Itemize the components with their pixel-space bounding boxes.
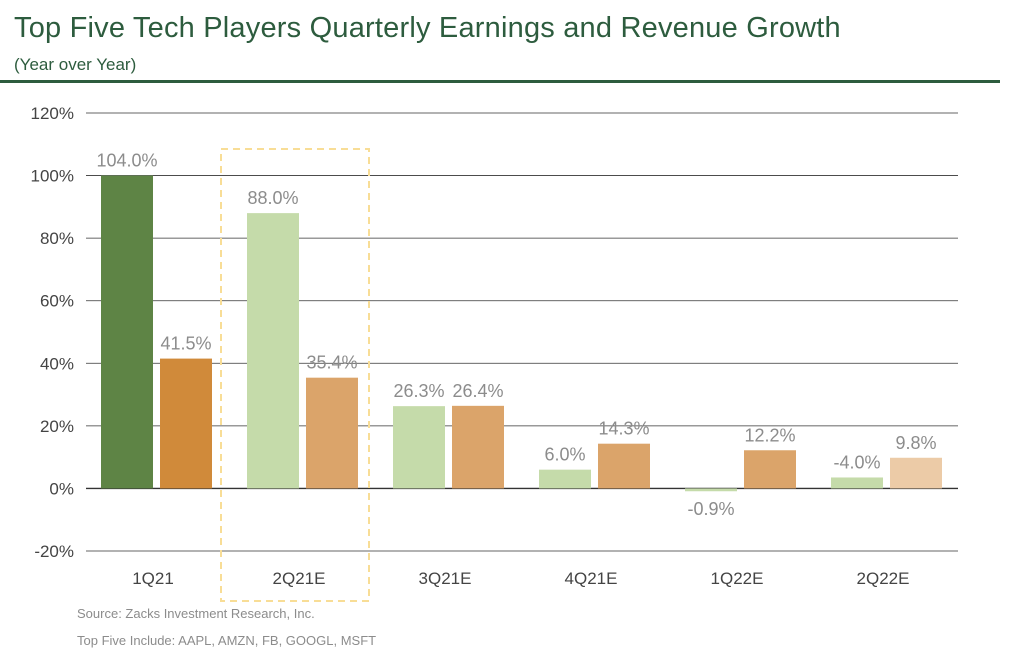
data-label: 104.0% — [96, 151, 157, 171]
data-label: 9.8% — [895, 433, 936, 453]
y-tick-label: 40% — [40, 354, 74, 373]
bar-3Q21E-s0 — [393, 406, 445, 489]
x-tick-label: 3Q21E — [419, 569, 472, 588]
y-tick-label: 120% — [31, 104, 74, 123]
data-labels: 104.0% 88.0% 26.3% 6.0% -0.9% -4.0% 41.5% 35.4%… — [96, 151, 936, 520]
bar-1Q21-s0 — [101, 175, 153, 489]
bar-1Q21-s1 — [160, 358, 212, 489]
data-label: 35.4% — [306, 353, 357, 373]
bar-2Q21E-s0 — [247, 213, 299, 489]
bar-1Q22E-s1 — [744, 450, 796, 489]
bar-2Q22E-s0 — [831, 477, 883, 489]
data-label: 14.3% — [598, 419, 649, 439]
bar-3Q21E-s1 — [452, 405, 504, 489]
x-tick-label: 1Q21 — [132, 569, 174, 588]
x-tick-label: 2Q21E — [273, 569, 326, 588]
members-note: Top Five Include: AAPL, AMZN, FB, GOOGL,… — [77, 633, 377, 648]
data-label: 6.0% — [544, 445, 585, 465]
y-tick-label: 100% — [31, 167, 74, 186]
bar-2Q22E-s1 — [890, 457, 942, 489]
x-axis-tick-labels: 1Q21 2Q21E 3Q21E 4Q21E 1Q22E 2Q22E — [132, 569, 909, 588]
source-note: Source: Zacks Investment Research, Inc. — [77, 606, 315, 621]
bar-4Q21E-s1 — [598, 443, 650, 489]
highlight-box-layer — [220, 148, 370, 602]
x-tick-label: 4Q21E — [565, 569, 618, 588]
x-tick-label: 2Q22E — [857, 569, 910, 588]
data-label: 26.3% — [393, 381, 444, 401]
data-label: 26.4% — [452, 381, 503, 401]
y-axis-tick-labels: -20% 0% 20% 40% 60% 80% 100% 120% — [31, 104, 74, 561]
chart-subtitle: (Year over Year) — [14, 55, 137, 74]
x-tick-label: 1Q22E — [711, 569, 764, 588]
highlight-box — [220, 148, 370, 602]
bars — [101, 175, 942, 492]
y-tick-label: 20% — [40, 417, 74, 436]
data-label: 41.5% — [160, 334, 211, 354]
data-label: 88.0% — [247, 188, 298, 208]
y-tick-label: -20% — [34, 542, 74, 561]
data-label: 12.2% — [744, 425, 795, 445]
bar-2Q21E-s1 — [306, 377, 358, 489]
chart-title: Top Five Tech Players Quarterly Earnings… — [14, 12, 841, 44]
data-label: -4.0% — [833, 452, 880, 472]
y-tick-label: 80% — [40, 229, 74, 248]
bar-1Q22E-s0 — [685, 488, 737, 492]
bar-4Q21E-s0 — [539, 469, 591, 489]
gridlines — [86, 112, 958, 552]
data-label: -0.9% — [687, 499, 734, 519]
y-tick-label: 60% — [40, 292, 74, 311]
title-divider — [0, 80, 1000, 83]
y-tick-label: 0% — [49, 479, 74, 498]
